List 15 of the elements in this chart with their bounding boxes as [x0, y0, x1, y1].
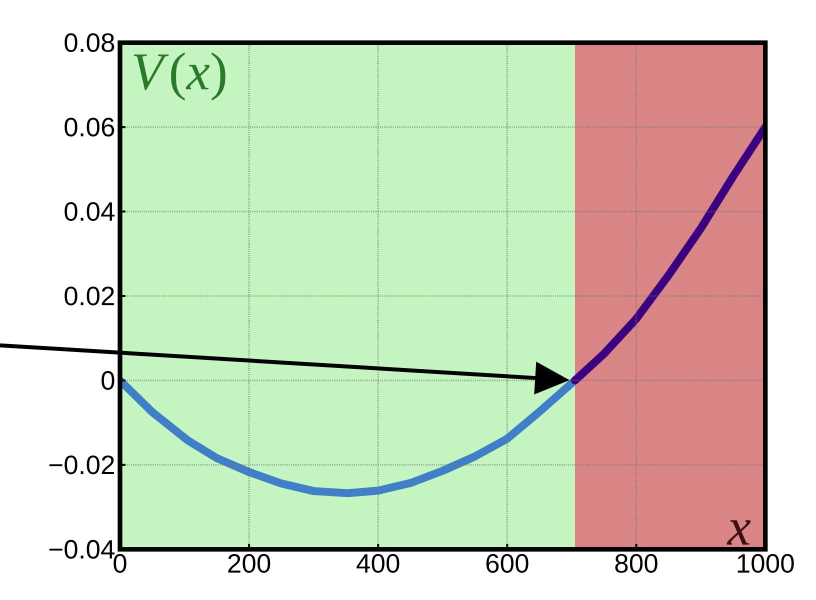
x-tick-label: 1000 — [738, 554, 794, 573]
x-tick-label: 200 — [228, 554, 270, 573]
y-tick-label: 0 — [102, 371, 114, 390]
y-axis-title: V(x) — [134, 52, 226, 101]
y-tick-label: 0.06 — [64, 118, 114, 136]
x-tick-label: 600 — [486, 554, 528, 573]
y-tick-label: 0.08 — [64, 33, 114, 52]
x-tick-label: 400 — [356, 554, 400, 573]
x-axis-title: x — [726, 520, 751, 545]
x-tick-label: 800 — [615, 554, 658, 573]
y-tick-label: −0.02 — [49, 455, 114, 474]
x-tick-label: 0 — [114, 554, 126, 573]
y-tick-label: 0.04 — [64, 202, 115, 221]
y-tick-label: 0.02 — [64, 286, 114, 306]
y-tick-label: −0.04 — [49, 540, 115, 559]
